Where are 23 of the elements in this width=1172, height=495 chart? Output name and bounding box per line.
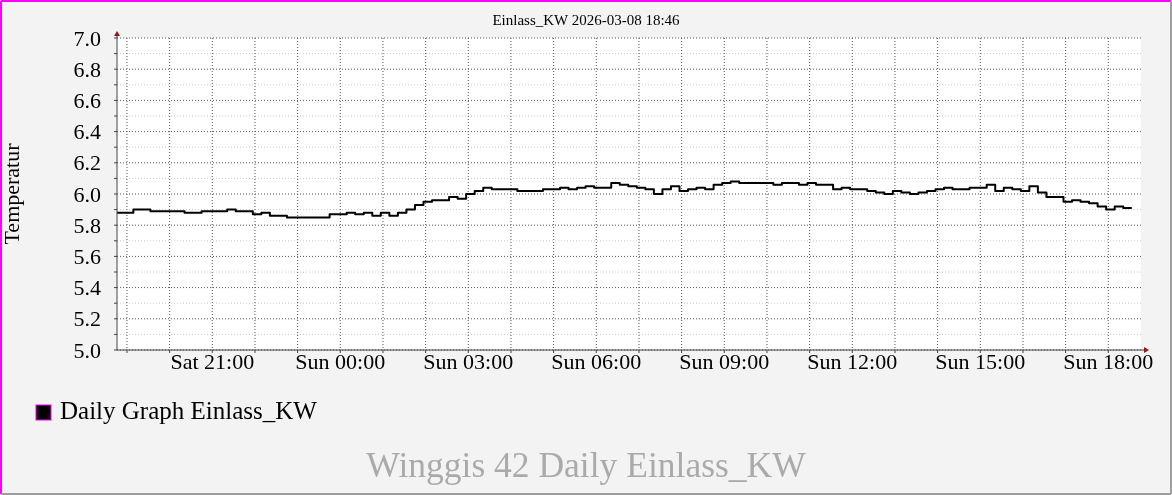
y-tick-label: 7.0 <box>73 25 101 51</box>
x-tick-label: Sun 12:00 <box>807 349 898 374</box>
x-tick-label: Sun 03:00 <box>423 349 514 374</box>
y-tick-label: 6.4 <box>73 119 101 145</box>
x-tick-label: Sun 15:00 <box>935 349 1026 374</box>
y-tick-label: 5.6 <box>73 243 101 269</box>
y-tick-label: 6.6 <box>73 87 101 113</box>
x-tick-label: Sat 21:00 <box>170 349 255 374</box>
y-tick-label: 5.2 <box>73 306 101 332</box>
x-tick-label: Sun 00:00 <box>295 349 386 374</box>
y-tick-label: 5.0 <box>73 337 101 363</box>
x-tick-label: Sun 06:00 <box>551 349 642 374</box>
y-tick-label: 5.4 <box>73 275 101 301</box>
y-tick-label: 6.0 <box>73 181 101 207</box>
x-tick-label: Sun 09:00 <box>679 349 770 374</box>
y-tick-label: 5.8 <box>73 212 101 238</box>
y-axis-title: Temperatur <box>0 142 24 245</box>
legend-label: Daily Graph Einlass_KW <box>60 397 318 424</box>
x-tick-label: Sun 18:00 <box>1063 349 1154 374</box>
y-tick-label: 6.2 <box>73 150 101 176</box>
chart-title: Einlass_KW 2026-03-08 18:46 <box>492 12 681 28</box>
y-tick-label: 6.8 <box>73 56 101 82</box>
text: Winggis 42 Daily Einlass_KW <box>366 445 807 485</box>
